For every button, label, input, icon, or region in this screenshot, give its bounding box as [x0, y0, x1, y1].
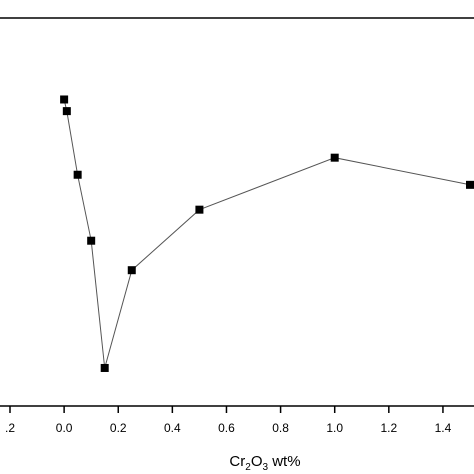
data-point — [195, 205, 204, 214]
x-tick-label: 0.8 — [272, 421, 289, 435]
series-1 — [60, 95, 474, 372]
x-tick-label: 0.4 — [164, 421, 181, 435]
data-point — [60, 95, 69, 104]
data-point — [73, 170, 82, 179]
data-point — [127, 266, 136, 275]
x-axis-title-subscript: 2 — [245, 462, 251, 473]
x-axis-title-part: Cr — [229, 453, 245, 470]
x-axis-title-subscript: 3 — [262, 462, 268, 473]
x-axis-ticks: .2 0.0 0.2 0.4 0.6 0.8 1.0 1.2 1.4 — [5, 406, 452, 435]
data-point — [100, 363, 109, 372]
data-point — [330, 153, 339, 162]
x-tick-label: 1.2 — [380, 421, 397, 435]
data-point — [62, 107, 71, 116]
x-tick-label: 0.6 — [218, 421, 235, 435]
x-axis-title: Cr2O3 wt% — [229, 453, 300, 473]
x-tick-label: 1.4 — [435, 421, 452, 435]
x-tick-label: 1.0 — [326, 421, 343, 435]
x-tick-label: .2 — [5, 421, 15, 435]
x-tick-label: 0.0 — [56, 421, 73, 435]
data-point — [466, 180, 474, 189]
data-point — [87, 236, 96, 245]
x-axis-title-part: O — [251, 453, 263, 470]
x-tick-label: 0.2 — [110, 421, 127, 435]
series-line — [63, 99, 471, 369]
x-axis-title-part: wt% — [268, 453, 301, 470]
